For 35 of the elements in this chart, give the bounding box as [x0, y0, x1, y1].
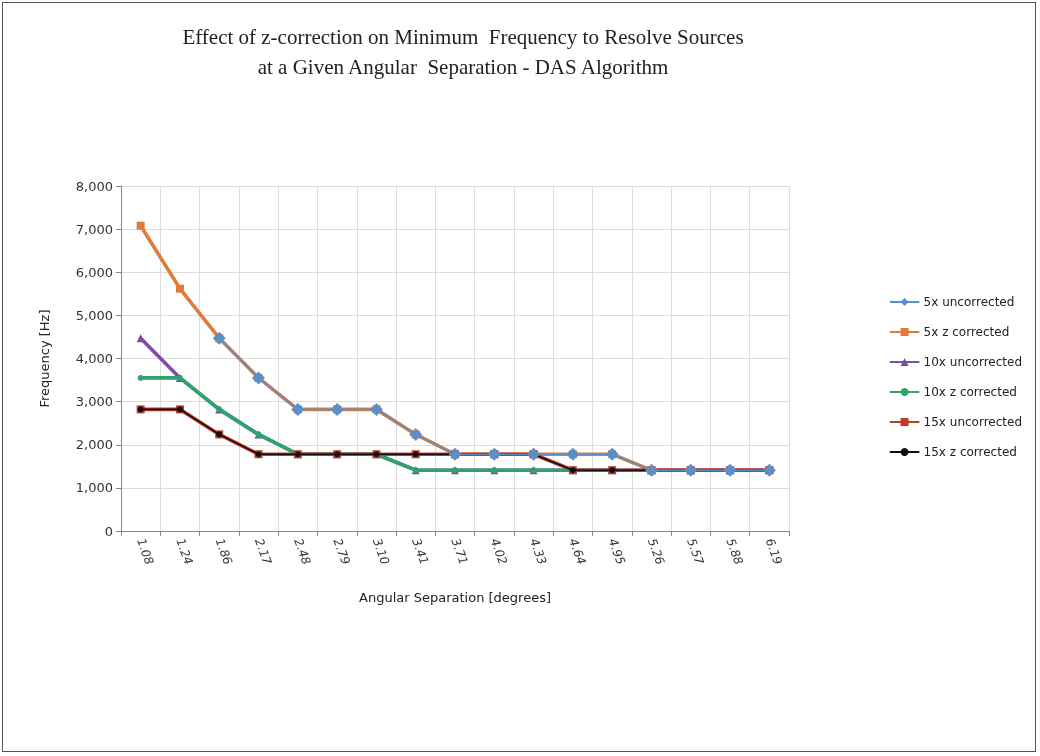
x-tick-label: 2.48 — [291, 536, 314, 567]
x-axis-title: Angular Separation [degrees] — [359, 590, 551, 605]
x-tick-label: 2.17 — [251, 536, 275, 567]
chart-title: Effect of z-correction on Minimum Frequency to Resolve Sources at a Given Angular Separation - DAS Algorithm — [182, 25, 744, 79]
y-tick-label: 8,000 — [75, 178, 113, 194]
legend-label: 10x z corrected — [923, 385, 1017, 399]
x-tick-label: 2.79 — [330, 536, 353, 567]
legend-label: 15x z corrected — [923, 445, 1017, 459]
x-tick-label: 1.08 — [134, 536, 157, 567]
y-tick-label: 0 — [104, 523, 113, 539]
y-tick-label: 2,000 — [75, 437, 113, 453]
legend-label: 10x uncorrected — [923, 355, 1023, 369]
x-tick-label: 5.88 — [723, 536, 746, 567]
x-tick-label: 3.10 — [369, 536, 393, 567]
y-tick-label: 7,000 — [75, 221, 113, 237]
y-tick-label: 6,000 — [75, 264, 113, 280]
x-tick-label: 4.95 — [605, 536, 628, 567]
x-tick-label: 4.64 — [566, 536, 589, 567]
legend-label: 5x z corrected — [923, 325, 1010, 339]
x-tick-label: 4.02 — [487, 536, 511, 567]
y-tick-label: 5,000 — [75, 307, 113, 323]
x-tick-label: 6.19 — [762, 536, 786, 567]
x-tick-label: 4.33 — [527, 536, 550, 567]
legend-label: 5x uncorrected — [923, 295, 1015, 309]
legend-label: 15x uncorrected — [923, 415, 1023, 429]
x-tick-label: 5.57 — [684, 536, 707, 567]
y-tick-label: 1,000 — [75, 480, 113, 496]
y-axis-title: Frequency [Hz] — [37, 309, 52, 408]
x-tick-label: 1.86 — [212, 536, 236, 567]
x-tick-label: 1.24 — [173, 536, 196, 567]
x-tick-label: 3.71 — [448, 536, 471, 567]
y-tick-label: 4,000 — [75, 351, 113, 366]
y-tick-label: 3,000 — [75, 394, 113, 410]
x-tick-label: 5.26 — [644, 536, 668, 567]
x-tick-label: 3.41 — [409, 536, 432, 567]
